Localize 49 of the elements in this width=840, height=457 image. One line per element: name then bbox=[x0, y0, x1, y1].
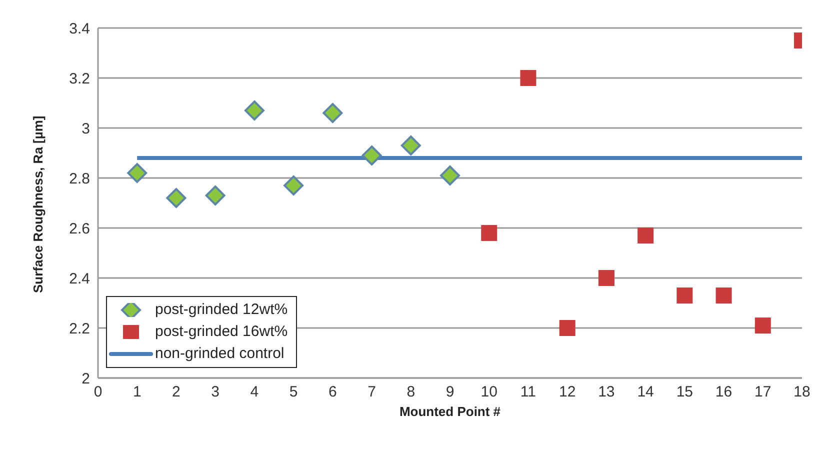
point bbox=[166, 188, 186, 208]
x-tick-label: 4 bbox=[250, 384, 259, 401]
legend-label: post-grinded 16wt% bbox=[155, 322, 288, 342]
x-tick-label: 1 bbox=[132, 384, 142, 401]
y-tick-label: 2.6 bbox=[69, 220, 90, 238]
point bbox=[676, 288, 693, 304]
point bbox=[638, 228, 654, 244]
y-tick-label: 3 bbox=[82, 120, 90, 138]
y-tick-label: 3.2 bbox=[69, 70, 90, 88]
point bbox=[127, 163, 148, 183]
point bbox=[400, 136, 421, 156]
point bbox=[754, 318, 771, 334]
x-tick-label: 13 bbox=[598, 384, 615, 401]
y-tick-label: 2.4 bbox=[69, 270, 90, 288]
point bbox=[284, 176, 304, 196]
x-tick-label: 5 bbox=[289, 384, 298, 401]
x-tick-label: 12 bbox=[558, 384, 576, 401]
x-tick-label: 11 bbox=[520, 384, 536, 401]
x-axis-title: Mounted Point # bbox=[399, 404, 502, 419]
point bbox=[322, 103, 343, 123]
y-tick-label: 2 bbox=[82, 370, 90, 388]
y-tick-label: 3.4 bbox=[69, 20, 90, 38]
point bbox=[520, 70, 536, 86]
point bbox=[559, 320, 576, 336]
y-tick-label: 2.2 bbox=[69, 320, 90, 338]
x-tick-label: 8 bbox=[406, 384, 416, 401]
x-tick-label: 2 bbox=[172, 384, 180, 401]
point bbox=[598, 270, 614, 286]
point bbox=[440, 166, 460, 186]
legend-label: non-grinded control bbox=[155, 344, 284, 364]
point bbox=[716, 288, 732, 304]
x-tick-label: 10 bbox=[480, 384, 498, 401]
x-tick-label: 3 bbox=[211, 384, 220, 401]
x-tick-label: 0 bbox=[94, 384, 102, 401]
x-tick-label: 9 bbox=[446, 384, 454, 401]
y-tick-label: 2.8 bbox=[69, 170, 90, 188]
x-tick-label: 6 bbox=[328, 384, 337, 401]
x-tick-label: 18 bbox=[794, 384, 810, 401]
x-tick-label: 15 bbox=[676, 384, 694, 401]
point bbox=[244, 100, 264, 120]
y-axis-title: Surface Roughness, Ra [µm] bbox=[30, 116, 46, 293]
legend-label: post-grinded 12wt% bbox=[155, 300, 288, 320]
point bbox=[481, 225, 498, 241]
point bbox=[205, 186, 226, 206]
point bbox=[362, 146, 382, 166]
x-tick-label: 17 bbox=[754, 384, 772, 401]
x-tick-label: 16 bbox=[715, 384, 732, 401]
x-tick-label: 14 bbox=[637, 384, 654, 401]
x-tick-label: 7 bbox=[368, 384, 376, 401]
